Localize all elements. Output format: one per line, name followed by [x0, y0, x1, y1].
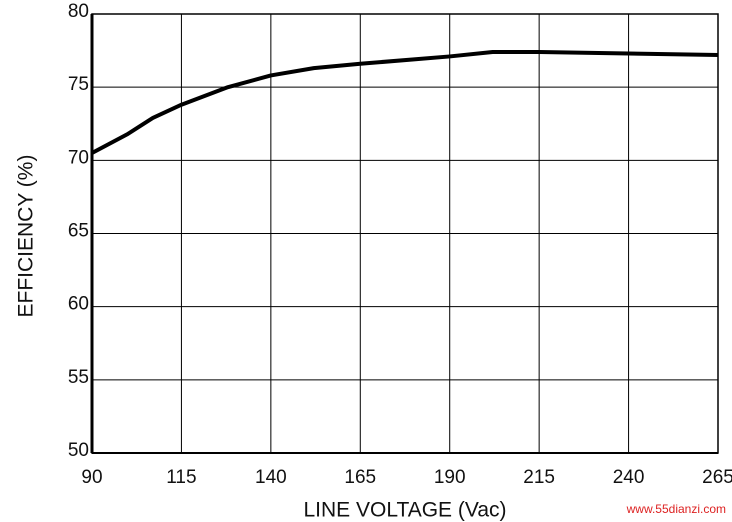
- x-tick-label: 190: [434, 467, 466, 488]
- x-tick-label: 90: [81, 467, 102, 488]
- y-tick-label: 65: [68, 221, 89, 242]
- x-tick-label: 140: [255, 467, 287, 488]
- y-tick-label: 75: [68, 74, 89, 95]
- x-axis-label: LINE VOLTAGE (Vac): [303, 499, 506, 522]
- y-tick-label: 50: [68, 440, 89, 461]
- x-tick-label: 265: [702, 467, 732, 488]
- x-tick-label: 215: [523, 467, 555, 488]
- data-line: [91, 50, 719, 155]
- x-tick-label: 240: [613, 467, 645, 488]
- y-tick-label: 55: [68, 367, 89, 388]
- y-tick-label: 70: [68, 147, 89, 168]
- x-tick-label: 165: [344, 467, 376, 488]
- y-axis-label: EFFICIENCY (%): [15, 155, 38, 318]
- x-tick-label: 115: [166, 467, 196, 488]
- y-tick-label: 80: [68, 1, 89, 22]
- y-tick-label: 60: [68, 294, 89, 315]
- watermark: www.55dianzi.com: [626, 502, 726, 516]
